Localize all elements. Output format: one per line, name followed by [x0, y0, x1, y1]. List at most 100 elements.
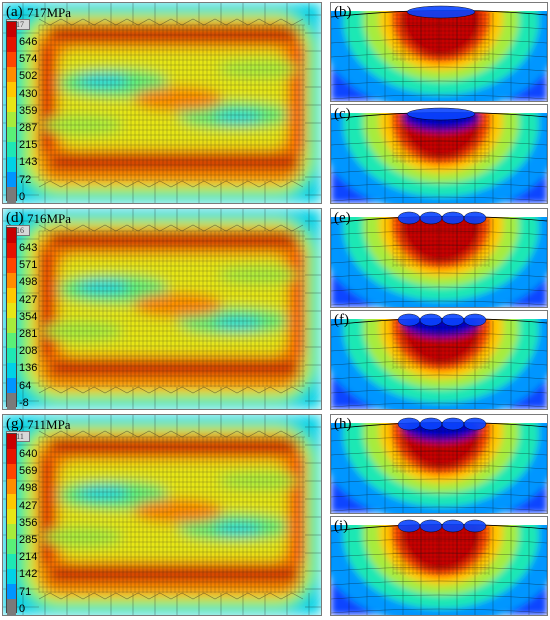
panel-label: (e)	[334, 210, 351, 226]
legend-swatch	[7, 228, 16, 244]
legend-tick-label: 285	[19, 534, 38, 546]
legend-swatch	[7, 82, 16, 98]
legend-tick-label: 502	[19, 70, 38, 83]
legend-tick-label: 498	[19, 482, 38, 495]
legend-tick-label: 574	[19, 53, 38, 66]
legend-tick-label: 427	[19, 499, 38, 512]
legend-swatch	[7, 363, 16, 379]
legend-tick-label: 571	[19, 259, 38, 272]
contour-panel-g: 711 640 569 498 427 356 285 214 142 71 0 (g) 711M…	[2, 414, 322, 616]
max-stress-label: 716MPa	[27, 211, 72, 226]
legend-tick-label: 208	[19, 345, 38, 358]
cross-section-contour-c	[331, 105, 547, 203]
contour-panel-e: (e)	[330, 208, 548, 308]
legend-colorbar	[6, 227, 17, 409]
legend-tick-label: 430	[19, 87, 38, 100]
legend-swatch	[7, 509, 16, 525]
legend-swatch	[7, 393, 16, 409]
panel-label: (h)	[334, 416, 352, 432]
panel-label: (c)	[334, 106, 351, 122]
legend-tick-label: 142	[19, 568, 38, 581]
legend-tick-label: 646	[19, 36, 38, 48]
legend-swatch	[7, 172, 16, 188]
legend-swatch	[7, 539, 16, 555]
legend-swatch	[7, 157, 16, 173]
cross-section-contour-h	[331, 415, 547, 513]
cross-section-contour-i	[331, 517, 547, 615]
legend-tick-label: 498	[19, 276, 38, 289]
contour-panel-c: (c)	[330, 104, 548, 204]
legend-colorbar	[6, 433, 17, 615]
legend-tick-label: 354	[19, 310, 38, 323]
legend-swatch	[7, 142, 16, 158]
contour-panel-a: 717 646 574 502 430 359 287 215 143 72 0 (a) 717M…	[2, 2, 322, 204]
legend-swatch	[7, 348, 16, 364]
legend-swatch	[7, 22, 16, 38]
legend-tick-label: 359	[19, 104, 38, 117]
panel-label: (g)	[6, 416, 24, 432]
legend-swatch	[7, 584, 16, 600]
legend-swatch	[7, 449, 16, 465]
legend-tick-label: 143	[19, 156, 38, 169]
legend-tick-label: 643	[19, 242, 38, 254]
contour-panel-d: 716 643 571 498 427 354 281 208 136 64 -8 (d) 716…	[2, 208, 322, 410]
legend-tick-label: 71	[19, 585, 32, 598]
legend-swatch	[7, 243, 16, 259]
legend-tick-label: 356	[19, 516, 38, 529]
legend-tick-label: 0	[19, 190, 26, 203]
cross-section-contour-b	[331, 3, 547, 101]
legend-swatch	[7, 52, 16, 68]
legend-swatch	[7, 97, 16, 113]
legend-tick-label: 0	[19, 602, 26, 615]
top-view-contour-d	[3, 209, 321, 409]
legend-tick-label: 72	[19, 173, 32, 186]
legend-tick-label: -8	[19, 396, 29, 409]
legend-swatch	[7, 318, 16, 334]
panel-label: (b)	[334, 4, 352, 20]
legend-swatch	[7, 554, 16, 570]
max-stress-label: 711MPa	[27, 417, 71, 432]
legend-tick-label: 136	[19, 362, 38, 375]
legend-tick-label: 427	[19, 293, 38, 306]
legend-swatch	[7, 127, 16, 143]
max-stress-label: 717MPa	[27, 5, 72, 20]
legend-d: 716 643 571 498 427 354 281 208 136 64 -8	[6, 225, 46, 409]
legend-tick-label: 287	[19, 122, 38, 134]
legend-swatch	[7, 37, 16, 53]
legend-g: 711 640 569 498 427 356 285 214 142 71 0	[6, 431, 46, 615]
panel-label: (d)	[6, 210, 24, 226]
top-view-contour-g	[3, 415, 321, 615]
panel-label: (i)	[334, 518, 349, 534]
legend-swatch	[7, 273, 16, 289]
legend-tick-label: 214	[19, 551, 38, 564]
legend-swatch	[7, 434, 16, 450]
panel-label: (f)	[334, 312, 349, 328]
legend-swatch	[7, 524, 16, 540]
legend-swatch	[7, 569, 16, 585]
legend-swatch	[7, 333, 16, 349]
panel-label: (a)	[6, 4, 23, 20]
legend-swatch	[7, 112, 16, 128]
legend-a: 717 646 574 502 430 359 287 215 143 72 0	[6, 19, 46, 203]
contour-panel-i: (i)	[330, 516, 548, 616]
top-view-contour-a	[3, 3, 321, 203]
legend-swatch	[7, 187, 16, 203]
cross-section-contour-f	[331, 311, 547, 409]
legend-swatch	[7, 479, 16, 495]
legend-swatch	[7, 67, 16, 83]
legend-swatch	[7, 258, 16, 274]
contour-panel-f: (f)	[330, 310, 548, 410]
legend-tick-label: 640	[19, 448, 38, 460]
legend-tick-label: 569	[19, 465, 38, 478]
contour-panel-b: (b)	[330, 2, 548, 102]
legend-swatch	[7, 303, 16, 319]
legend-swatch	[7, 464, 16, 480]
legend-tick-label: 215	[19, 139, 38, 152]
legend-tick-label: 281	[19, 328, 38, 340]
legend-swatch	[7, 599, 16, 615]
legend-tick-label: 64	[19, 379, 32, 392]
legend-swatch	[7, 494, 16, 510]
cross-section-contour-e	[331, 209, 547, 307]
legend-swatch	[7, 378, 16, 394]
contour-panel-h: (h)	[330, 414, 548, 514]
